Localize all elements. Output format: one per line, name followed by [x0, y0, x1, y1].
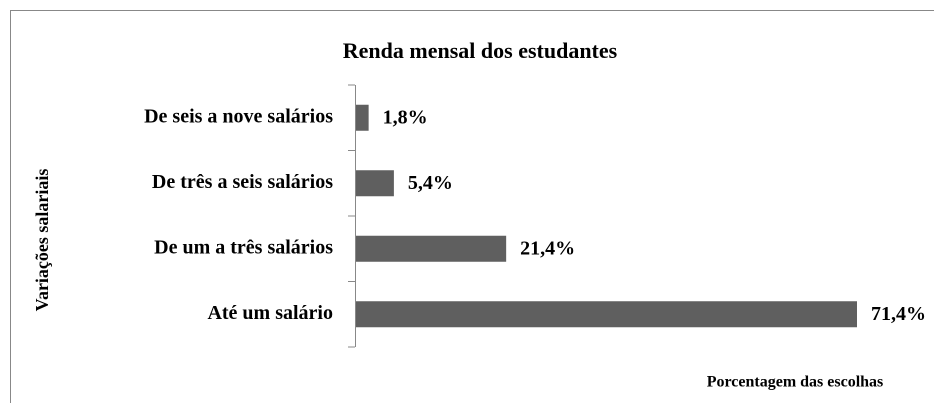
bar [356, 301, 857, 328]
y-tick-label: De um a três salários [154, 236, 333, 258]
y-axis-label: Variações salariais [32, 169, 52, 312]
chart-title: Renda mensal dos estudantes [343, 38, 618, 63]
bar [356, 235, 507, 262]
bar [356, 104, 369, 131]
value-label: 71,4% [871, 303, 926, 325]
y-tick-label: De três a seis salários [152, 171, 333, 193]
x-axis-label: Porcentagem das escolhas [707, 374, 884, 391]
value-label: 5,4% [408, 172, 453, 194]
value-label: 21,4% [520, 237, 575, 259]
y-tick-label: De seis a nove salários [144, 105, 333, 127]
value-label: 1,8% [383, 106, 428, 128]
chart-frame [10, 10, 934, 403]
bar [356, 170, 394, 197]
y-tick-label: Até um salário [207, 302, 333, 324]
